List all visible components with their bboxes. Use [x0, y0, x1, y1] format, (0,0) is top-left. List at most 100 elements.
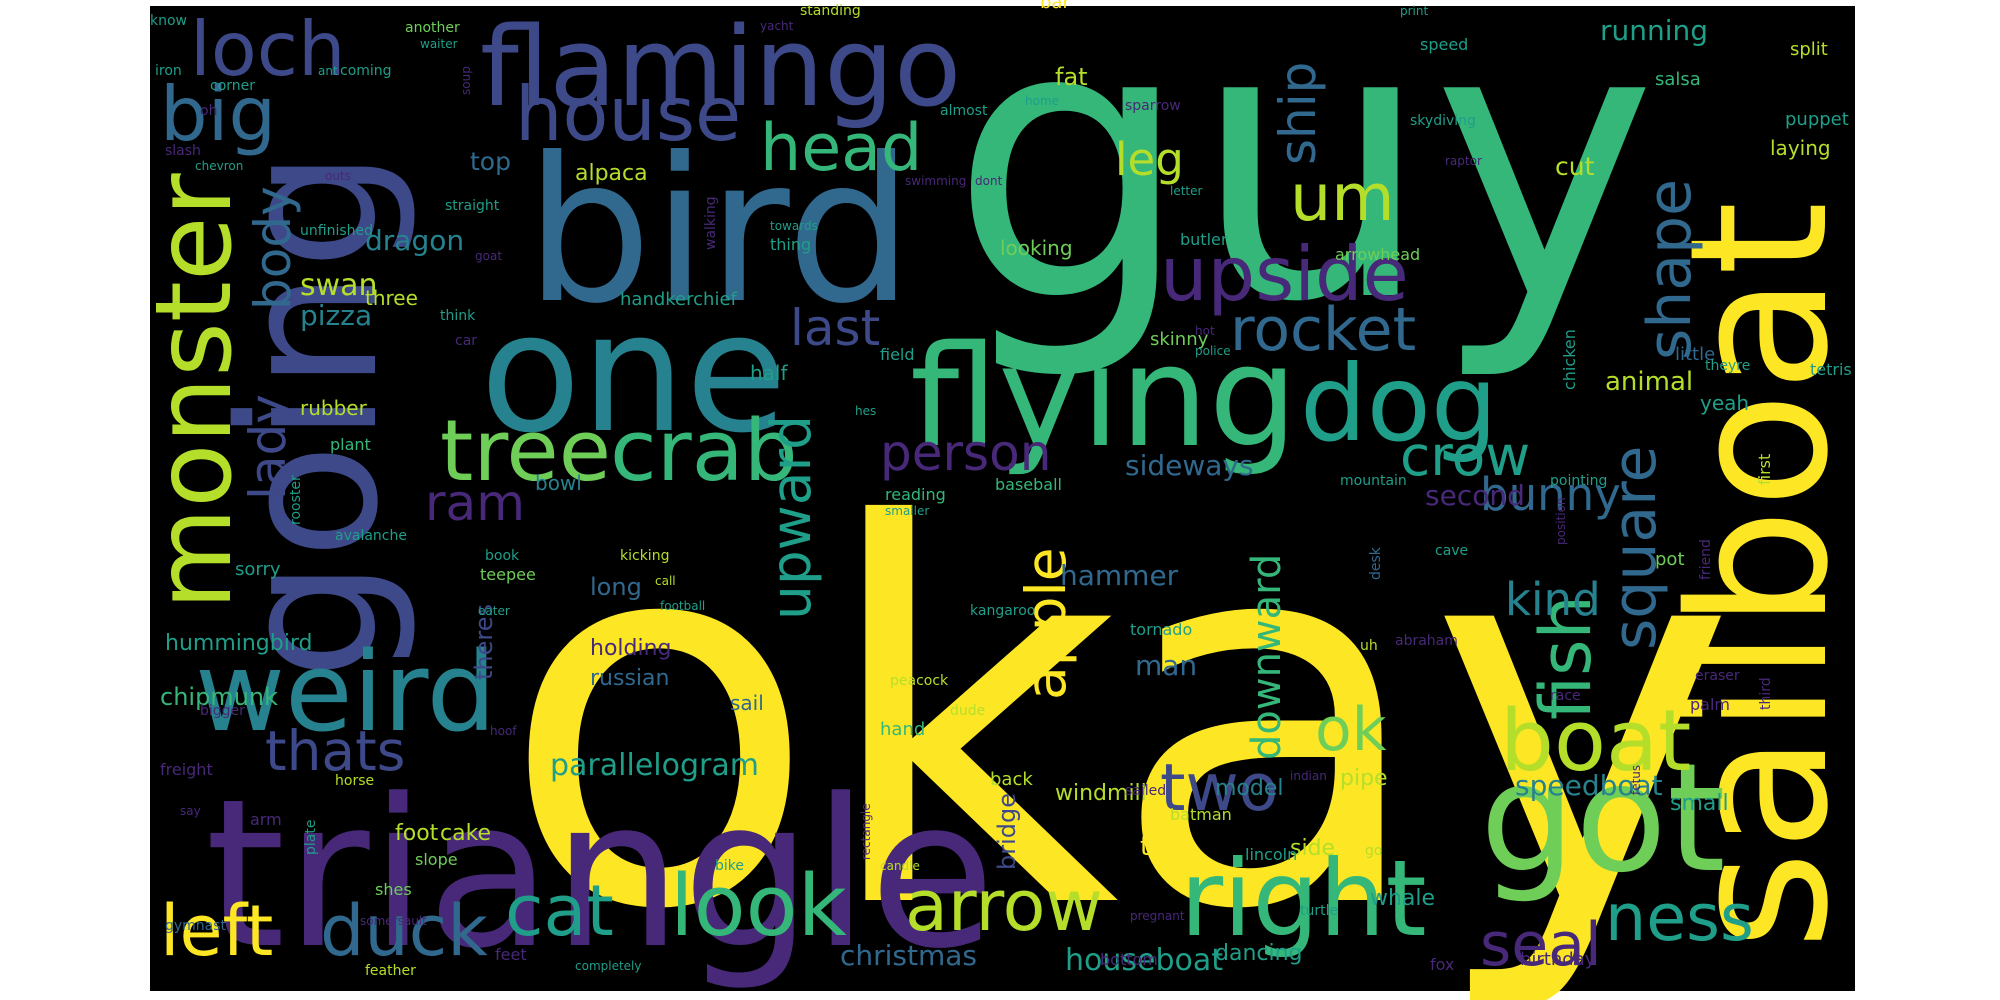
word-ok: ok: [1315, 695, 1387, 765]
word-whale: whale: [1370, 886, 1435, 911]
word-rocket: rocket: [1230, 295, 1416, 365]
word-completely: completely: [575, 959, 642, 973]
word-body: body: [244, 186, 302, 310]
word-another: another: [405, 20, 460, 36]
word-raptor: raptor: [1445, 154, 1482, 168]
word-dude: dude: [950, 703, 985, 719]
cloud-background: [150, 6, 1855, 991]
word-tetris: tetris: [1810, 360, 1852, 379]
word-swan: swan: [300, 268, 378, 303]
word-dog: dog: [1300, 343, 1498, 465]
word-foot: foot: [395, 821, 439, 846]
word-last: last: [790, 299, 880, 357]
word-almost: almost: [940, 103, 988, 119]
word-tornado: tornado: [1130, 620, 1192, 639]
word-book: book: [485, 548, 520, 564]
word-reading: reading: [885, 485, 946, 504]
word-alpaca: alpaca: [575, 161, 648, 186]
word-theres: theres: [470, 604, 498, 680]
word-fish: fish: [1525, 595, 1607, 720]
word-flying: flying: [910, 316, 1298, 479]
word-downward: downward: [1244, 554, 1290, 760]
word-oh: oh: [200, 103, 217, 119]
word-fetus: fetus: [1629, 765, 1643, 795]
word-lincoln: lincoln: [1245, 845, 1297, 864]
word-speedboat: speedboat: [1515, 769, 1663, 802]
word-sparrow: sparrow: [1125, 98, 1181, 114]
word-uh: uh: [1360, 638, 1378, 654]
word-slope: slope: [415, 850, 458, 869]
word-left: left: [160, 890, 273, 972]
word-third: third: [1758, 677, 1774, 710]
word-think: think: [440, 308, 476, 324]
word-gymnast: gymnast: [165, 918, 227, 934]
word-pizza: pizza: [300, 299, 372, 332]
word-boat: boat: [1500, 692, 1691, 791]
word-theyre: theyre: [1705, 358, 1750, 374]
word-baseball: baseball: [995, 475, 1062, 494]
word-guy: guy: [950, 0, 1657, 385]
word-windmill: windmill: [1055, 781, 1147, 806]
word-thing: thing: [770, 235, 811, 254]
word-split: split: [1790, 39, 1828, 60]
word-fox: fox: [1430, 955, 1454, 974]
word-straight: straight: [445, 198, 500, 214]
word-upward: upward: [759, 415, 823, 620]
word-feather: feather: [365, 963, 416, 979]
word-hammer: hammer: [1060, 559, 1179, 592]
word-bar: bar: [1040, 0, 1070, 13]
word-eater: eater: [478, 604, 510, 618]
word-head: head: [760, 111, 922, 186]
word-arm: arm: [250, 810, 282, 829]
word-iron: iron: [155, 63, 182, 79]
word-puppet: puppet: [1785, 109, 1849, 130]
word-skinny: skinny: [1150, 329, 1209, 350]
word-holding: holding: [590, 636, 672, 661]
word-eraser: eraser: [1695, 668, 1740, 684]
word-print: print: [1400, 4, 1428, 18]
word-ness: ness: [1605, 881, 1754, 956]
word-going: going: [199, 149, 420, 680]
word-towards: towards: [770, 219, 818, 233]
word-sailboat: sailboat: [1649, 201, 1870, 950]
word-ant: ant: [318, 64, 338, 78]
word-bigger: bigger: [200, 703, 245, 719]
word-indian: indian: [1290, 769, 1327, 783]
word-coming: coming: [340, 63, 392, 79]
word-chevron: chevron: [195, 159, 243, 173]
word-loch: loch: [190, 5, 346, 93]
word-walking: walking: [703, 196, 719, 250]
word-football: football: [660, 599, 705, 613]
word-kangaroo: kangaroo: [970, 603, 1035, 619]
word-cut: cut: [1555, 152, 1595, 181]
word-triangle: triangle: [205, 756, 995, 994]
word-house: house: [515, 70, 741, 158]
word-monster: monster: [133, 172, 255, 610]
word-pregnant: pregnant: [1130, 909, 1185, 923]
word-call: call: [655, 574, 676, 588]
word-go: go: [1365, 843, 1382, 859]
word-dancing: dancing: [1215, 941, 1303, 966]
word-model: model: [1215, 776, 1284, 801]
word-laying: laying: [1770, 136, 1831, 160]
word-looking: looking: [1000, 236, 1073, 260]
word-unfinished: unfinished: [300, 223, 373, 239]
word-man: man: [1135, 649, 1197, 682]
word-back: back: [990, 769, 1033, 790]
word-right: right: [1180, 838, 1427, 960]
word-hummingbird: hummingbird: [165, 631, 312, 656]
word-handkerchief: handkerchief: [620, 289, 738, 310]
word-parallelogram: parallelogram: [550, 748, 759, 783]
word-soup: soup: [459, 66, 473, 95]
word-two: two: [1160, 751, 1278, 826]
word-crow: crow: [1400, 424, 1530, 488]
word-tail: tail: [1140, 832, 1181, 862]
word-kind: kind: [1505, 573, 1601, 626]
word-field: field: [880, 345, 915, 364]
word-race: race: [1550, 688, 1581, 704]
word-bird: bird: [525, 115, 913, 348]
word-peacock: peacock: [890, 673, 949, 689]
word-three: three: [365, 286, 418, 310]
word-arrow: arrow: [905, 865, 1103, 947]
